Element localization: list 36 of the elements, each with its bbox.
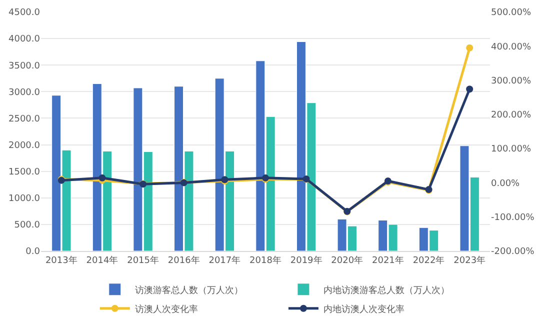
y2-tick-label: 300.00% <box>491 76 532 86</box>
y-tick-label: 1000.0 <box>8 194 40 204</box>
legend-label: 访澳人次变化率 <box>134 304 198 315</box>
y2-tick-label: 0.00% <box>491 178 520 189</box>
x-tick-label: 2014年 <box>86 254 118 266</box>
legend-label: 内地访澳游客总人数（万人次） <box>323 284 450 296</box>
x-tick-label: 2013年 <box>45 254 78 266</box>
y2-tick-label: 200.00% <box>491 110 532 121</box>
point <box>98 174 106 182</box>
y2-tick-label: 400.00% <box>491 42 532 52</box>
point <box>466 86 474 93</box>
y2-tick-label: 500.00% <box>491 8 532 18</box>
y-tick-label: 2000.0 <box>8 140 40 151</box>
legend-label: 访澳游客总人数（万人次） <box>134 284 243 296</box>
x-tick-label: 2018年 <box>250 254 282 266</box>
x-tick-label: 2017年 <box>208 254 241 266</box>
y-tick-label: 4500.0 <box>8 8 40 18</box>
y-tick-label: 4000.0 <box>8 34 40 45</box>
y2-tick-label: 100.00% <box>491 144 532 155</box>
point <box>466 44 474 52</box>
legend-label: 内地访澳人次变化率 <box>323 304 404 315</box>
x-tick-label: 2023年 <box>454 254 486 266</box>
x-tick-label: 2015年 <box>127 254 160 266</box>
y2-tick-label: -200.00% <box>491 247 535 258</box>
x-tick-label: 2016年 <box>168 254 200 266</box>
x-tick-label: 2019年 <box>290 254 322 266</box>
y-tick-label: 500.0 <box>14 220 40 231</box>
x-tick-label: 2020年 <box>331 254 364 266</box>
x-tick-label: 2022年 <box>412 254 445 266</box>
y-tick-label: 0.0 <box>26 247 40 258</box>
x-tick-label: 2021年 <box>372 254 404 266</box>
y-tick-label: 3500.0 <box>8 61 40 72</box>
y-tick-label: 3000.0 <box>8 88 40 98</box>
y-tick-label: 2500.0 <box>8 114 40 124</box>
y2-tick-label: -100.00% <box>491 213 535 224</box>
y-tick-label: 1500.0 <box>8 167 40 178</box>
